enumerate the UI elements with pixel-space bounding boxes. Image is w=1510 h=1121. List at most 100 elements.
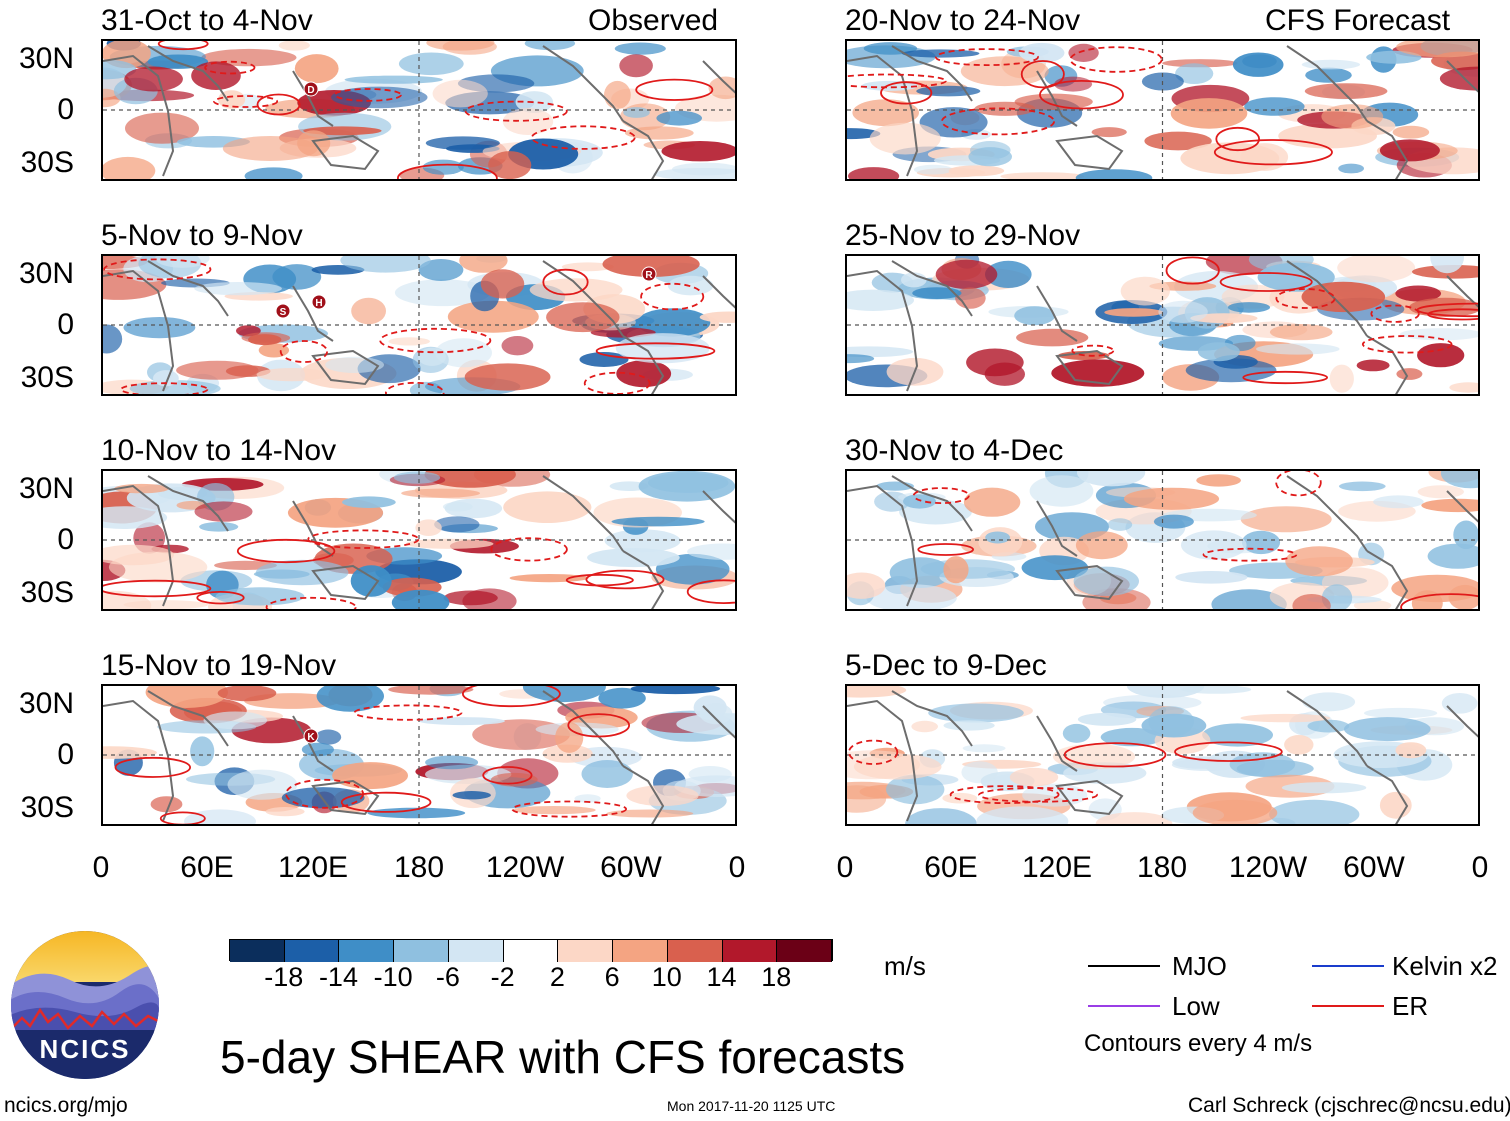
coastline xyxy=(1036,285,1078,342)
coastline xyxy=(847,54,919,177)
anomaly-patch xyxy=(1190,313,1258,324)
footer-url[interactable]: ncics.org/mjo xyxy=(4,1094,128,1117)
anomaly-patch xyxy=(1240,713,1331,723)
er-contour xyxy=(542,268,589,296)
er-contour xyxy=(256,93,301,116)
coastline xyxy=(891,690,973,747)
anomaly-patch xyxy=(1148,706,1194,737)
anomaly-patch xyxy=(442,501,473,512)
anomaly-patch xyxy=(638,471,735,502)
anomaly-patch xyxy=(123,317,196,339)
cyclone-marker: R xyxy=(641,266,657,282)
anomaly-patch xyxy=(604,80,631,110)
lat-label-30n: 30N xyxy=(18,42,74,75)
anomaly-patch xyxy=(1123,487,1220,510)
anomaly-patch xyxy=(294,54,339,84)
coastline xyxy=(292,285,334,342)
coastline xyxy=(622,765,665,824)
map-panel-left-3 xyxy=(101,469,737,611)
er-contour xyxy=(1219,272,1313,292)
er-contour xyxy=(1039,80,1124,110)
anomaly-patch xyxy=(103,544,174,566)
anomaly-patch xyxy=(623,107,650,118)
anomaly-patch xyxy=(960,56,1049,87)
lon-label: 60E xyxy=(924,851,978,884)
coastline xyxy=(147,260,229,317)
anomaly-patch xyxy=(847,289,914,311)
anomaly-patch xyxy=(515,91,554,113)
anomaly-patch xyxy=(653,168,735,179)
coastline xyxy=(702,60,735,94)
anomaly-patch xyxy=(217,686,277,702)
er-contour xyxy=(1213,139,1333,166)
anomaly-patch xyxy=(542,744,593,763)
anomaly-patch xyxy=(434,516,480,533)
anomaly-patch xyxy=(968,147,1012,167)
anomaly-patch xyxy=(255,559,349,586)
anomaly-patch xyxy=(459,256,508,273)
lat-label-eq: 0 xyxy=(57,523,74,556)
coastline xyxy=(1366,550,1409,609)
coastline xyxy=(847,699,919,822)
anomaly-patch xyxy=(480,269,525,299)
colorbar-tick-label: -14 xyxy=(318,962,358,992)
panel-title-left-4: 15-Nov to 19-Nov xyxy=(101,649,337,682)
shear-anomaly-map: K xyxy=(103,686,735,824)
anomaly-patch xyxy=(630,686,721,695)
colorbar-cell xyxy=(722,940,778,962)
anomaly-patch xyxy=(1019,42,1065,63)
anomaly-patch xyxy=(943,720,995,731)
svg-text:H: H xyxy=(315,298,322,309)
footer-credit: Carl Schreck (cjschrec@ncsu.edu) xyxy=(1188,1094,1510,1117)
panel-title-right-4: 5-Dec to 9-Dec xyxy=(845,649,1047,682)
coastline xyxy=(1055,779,1124,816)
anomaly-patch xyxy=(415,519,442,536)
colorbar-units: m/s xyxy=(884,951,926,981)
anomaly-patch xyxy=(194,501,253,522)
anomaly-patch xyxy=(1427,543,1478,569)
lat-label-30s: 30S xyxy=(20,146,74,179)
legend-label-kelvin: Kelvin x2 xyxy=(1392,951,1498,981)
er-contour xyxy=(213,95,279,108)
colorbar-tick-label: 18 xyxy=(761,962,792,992)
anomaly-patch xyxy=(447,300,539,333)
anomaly-patch xyxy=(1075,169,1153,179)
panel-title-left-2: 5-Nov to 9-Nov xyxy=(101,219,303,252)
cyclone-marker: H xyxy=(311,294,327,310)
anomaly-patch xyxy=(1009,767,1059,787)
anomaly-patch xyxy=(155,256,210,268)
anomaly-patch xyxy=(184,809,256,824)
coastline xyxy=(1055,134,1124,171)
colorbar xyxy=(229,939,833,962)
anomaly-patch xyxy=(919,107,988,138)
cyclone-marker: D xyxy=(303,81,319,97)
coastline xyxy=(542,475,624,552)
anomaly-patch xyxy=(398,52,464,76)
anomaly-patch xyxy=(452,791,491,800)
er-contour xyxy=(583,371,651,394)
er-contour xyxy=(462,686,561,708)
anomaly-patch xyxy=(332,762,408,790)
anomaly-patch xyxy=(1095,812,1173,824)
coastline xyxy=(1446,60,1478,93)
anomaly-patch xyxy=(847,572,886,599)
er-contour xyxy=(1215,126,1261,152)
anomaly-patch xyxy=(1197,342,1240,362)
coastline xyxy=(292,70,334,127)
er-contour xyxy=(880,81,933,105)
anomaly-patch xyxy=(1281,782,1367,794)
anomaly-patch xyxy=(626,785,699,806)
shear-anomaly-map xyxy=(847,471,1478,609)
er-contour xyxy=(265,596,357,609)
anomaly-patch xyxy=(1392,125,1430,139)
coastline xyxy=(891,45,973,102)
anomaly-patch xyxy=(418,259,464,281)
colorbar-tick-label: 10 xyxy=(651,962,682,992)
contour-note: Contours every 4 m/s xyxy=(1084,1030,1313,1057)
anomaly-patch xyxy=(609,481,649,491)
anomaly-patch xyxy=(1196,474,1241,487)
lon-label: 60W xyxy=(1343,851,1405,884)
coastline xyxy=(622,120,665,179)
er-contour xyxy=(340,791,432,813)
svg-text:S: S xyxy=(280,307,287,318)
